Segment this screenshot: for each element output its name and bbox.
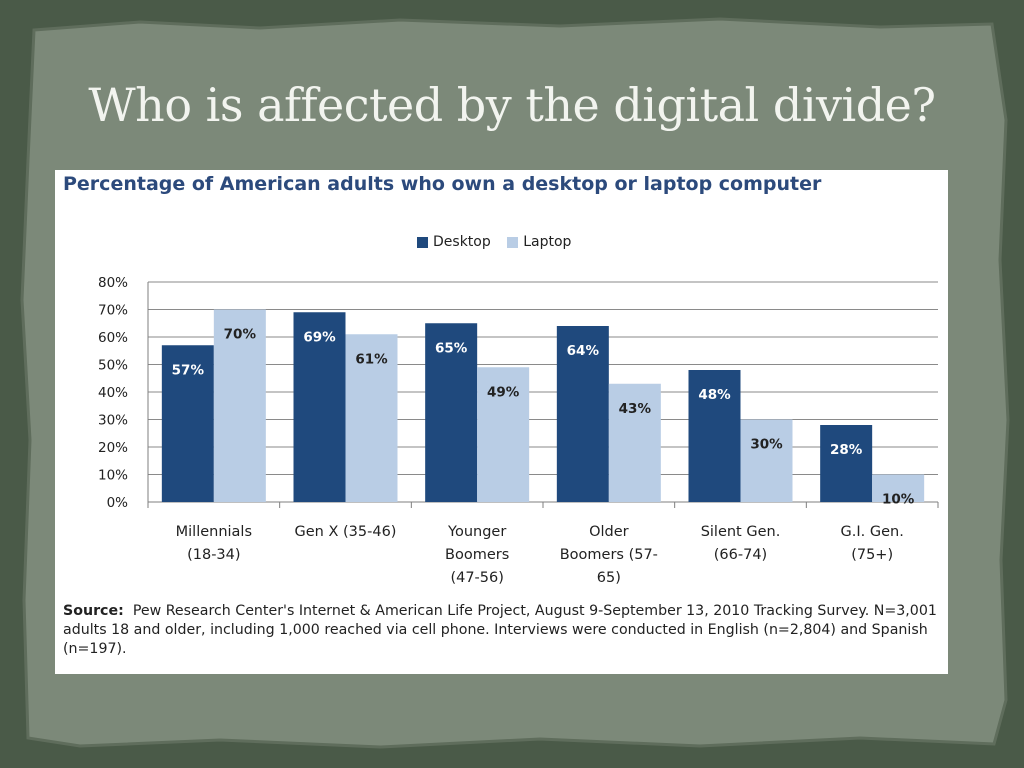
source-text: Pew Research Center's Internet & America…	[63, 603, 937, 657]
bar-chart: 0% 10% 20% 30% 40% 50% 60% 70% 80% 57% 70% Millenni…	[98, 275, 939, 586]
x-category-label: Gen X (35-46)	[295, 524, 397, 540]
y-tick-label: 40%	[98, 385, 128, 401]
x-category-label: (18-34)	[187, 547, 240, 563]
legend-label-desktop: Desktop	[433, 234, 491, 250]
x-category-label: Older	[589, 524, 629, 540]
chart-legend: Desktop Laptop	[417, 234, 583, 252]
bar-desktop	[161, 345, 214, 502]
data-label: 49%	[487, 384, 520, 400]
legend-item-laptop: Laptop	[507, 234, 571, 250]
y-tick-label: 30%	[98, 413, 128, 429]
data-label: 70%	[224, 327, 257, 343]
y-tick-label: 80%	[98, 275, 128, 291]
y-tick-label: 20%	[98, 440, 128, 456]
legend-label-laptop: Laptop	[523, 234, 572, 250]
legend-swatch-desktop	[417, 236, 428, 248]
x-category-label: Silent Gen.	[701, 524, 781, 540]
data-label: 64%	[567, 343, 600, 359]
y-tick-label: 0%	[107, 495, 129, 511]
bar-laptop	[608, 383, 661, 502]
x-category-label: Millennials	[176, 524, 252, 540]
bar-desktop	[556, 326, 609, 502]
source-label: Source:	[63, 603, 124, 619]
x-category-label: (75+)	[851, 547, 893, 563]
source-note: Source: Pew Research Center's Internet &…	[63, 602, 943, 659]
bar-desktop	[820, 425, 873, 502]
x-category-label: G.I. Gen.	[841, 524, 904, 540]
x-category-label: (66-74)	[714, 547, 767, 563]
y-tick-label: 50%	[98, 358, 128, 374]
x-category-label: 65)	[597, 570, 621, 586]
chart-title: Percentage of American adults who own a …	[63, 173, 822, 195]
x-category-label: Younger	[447, 524, 506, 540]
bar-desktop	[425, 323, 478, 502]
bar-laptop	[477, 367, 530, 502]
chart-panel: Percentage of American adults who own a …	[55, 170, 948, 674]
data-label: 69%	[303, 329, 336, 345]
bar-desktop	[688, 370, 741, 502]
y-tick-label: 60%	[98, 330, 128, 346]
bar-laptop	[740, 419, 793, 502]
data-label: 10%	[882, 492, 915, 508]
slide-title: Who is affected by the digital divide?	[88, 78, 936, 132]
bar-desktop	[293, 312, 346, 502]
data-label: 65%	[435, 340, 468, 356]
bar-laptop	[345, 334, 398, 502]
data-label: 48%	[698, 387, 731, 403]
x-category-label: (47-56)	[450, 570, 503, 586]
data-label: 28%	[830, 442, 863, 458]
data-label: 30%	[750, 437, 783, 453]
bar-laptop	[213, 309, 266, 502]
bar-laptop	[872, 474, 925, 502]
data-label: 57%	[172, 362, 205, 378]
x-category-label: Boomers	[445, 547, 509, 563]
data-label: 61%	[355, 351, 388, 367]
legend-item-desktop: Desktop	[417, 234, 491, 250]
data-label: 43%	[619, 401, 652, 417]
y-tick-label: 10%	[98, 468, 128, 484]
x-category-label: Boomers (57-	[560, 547, 658, 563]
legend-swatch-laptop	[507, 236, 519, 248]
y-tick-label: 70%	[98, 303, 128, 319]
